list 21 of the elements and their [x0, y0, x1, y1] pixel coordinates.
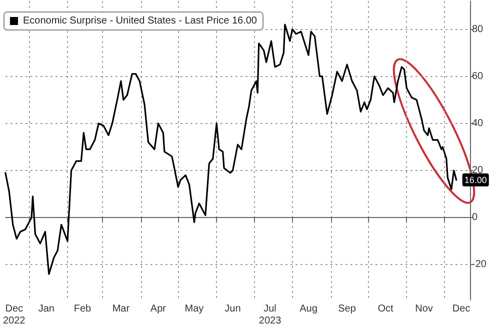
x-tick-label: Aug	[300, 304, 318, 314]
x-tick-label: May	[184, 304, 204, 314]
x-tick-label: Jan	[38, 304, 54, 314]
y-tick-label: 0	[472, 212, 478, 224]
x-tick-label: Dec	[452, 304, 470, 314]
x-tick-label: Feb	[74, 304, 92, 314]
data-label: 16.00	[464, 174, 487, 185]
x-tick-label: Dec 2022	[3, 304, 26, 326]
x-tick-label: Sep	[338, 304, 356, 314]
y-tick-label: 80	[472, 24, 484, 35]
x-tick-label: Nov	[415, 304, 433, 314]
y-tick-label: 60	[472, 70, 484, 82]
y-tick-label: 40	[472, 118, 484, 129]
x-tick-label: Oct	[378, 304, 394, 314]
y-tick-label: -20	[472, 259, 487, 270]
y-tick-label: 20	[472, 165, 484, 176]
x-tick-label: Jul 2023	[258, 304, 282, 326]
x-tick-label: Apr	[150, 304, 167, 314]
legend-label: Economic Surprise - United States - Last Price 16.00	[23, 16, 258, 26]
x-tick-label: Jun	[224, 304, 241, 314]
x-tick-label: Mar	[112, 304, 130, 314]
